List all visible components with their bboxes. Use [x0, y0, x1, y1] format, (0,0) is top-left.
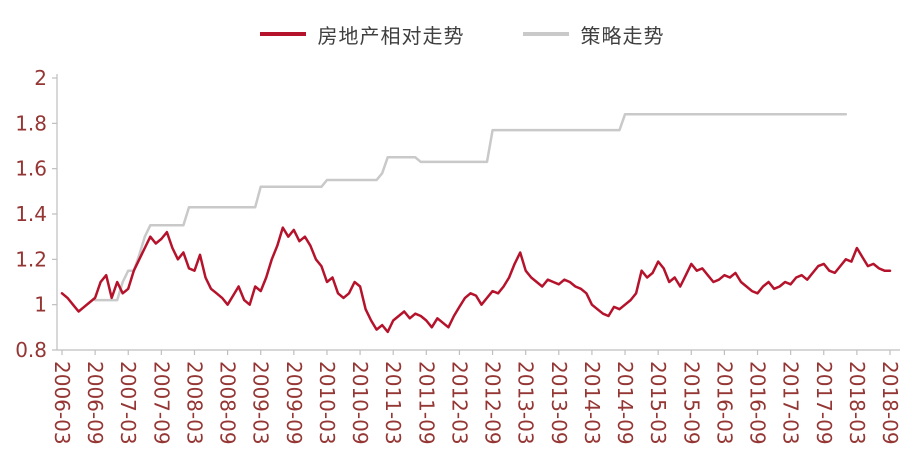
x-tick-label: 2008-03	[182, 361, 206, 445]
x-tick-label: 2016-03	[712, 361, 736, 445]
x-tick-label: 2014-03	[580, 361, 604, 445]
x-tick-label: 2018-03	[845, 361, 869, 445]
x-tick-label: 2012-03	[447, 361, 471, 445]
x-tick-label: 2014-09	[613, 361, 637, 445]
x-tick-label: 2011-03	[381, 361, 405, 445]
legend-label-real-estate: 房地产相对走势	[317, 23, 465, 48]
x-tick-label: 2011-09	[414, 361, 438, 445]
x-tick-label: 2015-09	[679, 361, 703, 445]
y-tick-label: 0.8	[15, 338, 47, 362]
x-tick-label: 2007-03	[116, 361, 140, 445]
y-tick-label: 1.8	[15, 111, 47, 135]
x-tick-label: 2009-09	[282, 361, 306, 445]
legend-line-swatch-real-estate	[259, 32, 306, 36]
x-tick-label: 2016-09	[746, 361, 770, 445]
x-tick-label: 2006-03	[50, 361, 74, 445]
x-tick-label: 2015-03	[646, 361, 670, 445]
x-tick-label: 2013-03	[514, 361, 538, 445]
y-tick-label: 1.6	[15, 157, 47, 181]
y-tick-label: 1.4	[15, 202, 47, 226]
x-tick-label: 2017-09	[812, 361, 836, 445]
legend-label-strategy: 策略走势	[580, 23, 665, 48]
x-tick-label: 2017-03	[779, 361, 803, 445]
legend-item-strategy[interactable]: 策略走势	[522, 20, 665, 49]
legend-line-swatch-strategy	[522, 32, 569, 36]
y-tick-label: 1.2	[15, 247, 47, 271]
legend-item-real-estate[interactable]: 房地产相对走势	[259, 20, 465, 49]
x-tick-label: 2013-09	[547, 361, 571, 445]
x-tick-label: 2007-09	[149, 361, 173, 445]
chart-legend: 房地产相对走势 策略走势	[0, 0, 924, 52]
x-tick-label: 2018-09	[878, 361, 902, 445]
x-tick-label: 2009-03	[249, 361, 273, 445]
x-tick-label: 2010-03	[315, 361, 339, 445]
x-tick-label: 2008-09	[216, 361, 240, 445]
series-line-0	[60, 226, 892, 334]
series-line-1	[93, 113, 848, 302]
x-tick-label: 2012-09	[481, 361, 505, 445]
y-tick-label: 2	[34, 66, 47, 90]
x-tick-label: 2006-09	[83, 361, 107, 445]
x-tick-label: 2010-09	[348, 361, 372, 445]
line-chart: 0.8 1 1.2 1.4 1.6 1.8 2 2006-03 2006-09 2007-03 20…	[15, 66, 902, 445]
y-tick-label: 1	[34, 293, 47, 317]
